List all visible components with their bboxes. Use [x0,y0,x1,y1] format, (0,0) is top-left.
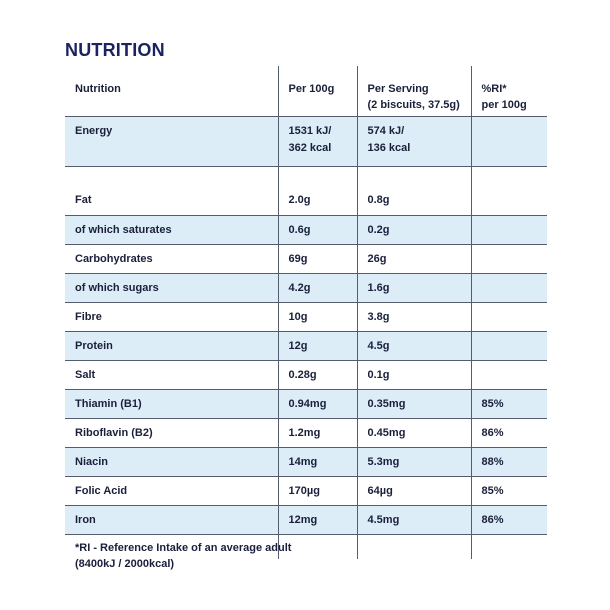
nutrient-per-100g: 12g [277,331,357,360]
table-row: Iron 12mg 4.5mg 86% [65,505,547,534]
nutrient-per-serving: 4.5g [356,331,471,360]
nutrient-per-100g: 12mg [277,505,357,534]
table-header-row: Nutrition Per 100g Per Serving (2 biscui… [65,66,547,116]
header-ri-label: %RI* [481,83,507,95]
footnote: *RI - Reference Intake of an average adu… [75,542,292,570]
nutrient-label: Carbohydrates [75,252,153,265]
nutrient-per-serving: 26g [356,244,471,273]
table-row: Riboflavin (B2) 1.2mg 0.45mg 86% [65,418,547,447]
energy-per-serving-kj: 574 kJ/ [367,124,405,137]
nutrient-ri [470,244,547,273]
nutrient-per-100g: 0.6g [277,215,357,244]
table-row-energy: Energy 1531 kJ/ 362 kcal 574 kJ/ 136 kca… [65,116,547,166]
header-nutrition: Nutrition [75,83,121,95]
nutrient-per-100g: 1.2mg [277,418,357,447]
energy-per-serving-kcal: 136 kcal [367,141,411,154]
nutrient-per-serving: 0.45mg [356,418,471,447]
header-per-serving-note: (2 biscuits, 37.5g) [367,99,460,111]
page-title: NUTRITION [65,40,165,60]
nutrient-ri: 85% [470,389,547,418]
header-ri-note: per 100g [481,99,527,111]
nutrient-label: Fibre [75,310,102,323]
nutrient-per-serving: 3.8g [356,302,471,331]
nutrient-per-serving: 0.35mg [356,389,471,418]
nutrient-ri [470,331,547,360]
energy-per-100g: 1531 kJ/ 362 kcal [277,116,357,166]
nutrient-per-serving: 0.1g [356,360,471,389]
table-row: Fat 2.0g 0.8g [65,186,547,215]
nutrient-ri [470,215,547,244]
nutrient-per-100g: 4.2g [277,273,357,302]
energy-per-100g-kj: 1531 kJ/ [288,124,332,137]
nutrient-ri: 86% [470,505,547,534]
nutrient-per-100g: 0.94mg [277,389,357,418]
energy-per-100g-kcal: 362 kcal [288,141,332,154]
nutrient-label: Fat [75,194,92,206]
nutrient-per-serving: 5.3mg [356,447,471,476]
table-row: of which sugars 4.2g 1.6g [65,273,547,302]
nutrient-label: Salt [75,368,96,381]
header-per-serving-label: Per Serving [367,83,429,95]
nutrient-per-serving: 0.8g [356,186,471,215]
nutrient-ri: 86% [470,418,547,447]
nutrient-label: Protein [65,331,278,360]
nutrient-ri [470,273,547,302]
table-trailing-row [65,534,547,559]
table-row: Folic Acid 170µg 64µg 85% [65,476,547,505]
nutrient-per-100g: 14mg [277,447,357,476]
table-spacer-row [65,166,547,186]
nutrient-label: Niacin [65,447,278,476]
nutrient-per-100g: 0.28g [277,360,357,389]
nutrient-label: Iron [65,505,278,534]
table-row: Thiamin (B1) 0.94mg 0.35mg 85% [65,389,547,418]
nutrient-ri [470,360,547,389]
nutrient-label: Folic Acid [75,484,128,497]
nutrient-per-serving: 64µg [356,476,471,505]
header-per-100g: Per 100g [277,66,357,116]
table-row: Fibre 10g 3.8g [65,302,547,331]
header-ri: %RI* per 100g [470,66,547,116]
energy-ri [470,116,547,166]
nutrient-ri: 85% [470,476,547,505]
header-per-serving: Per Serving (2 biscuits, 37.5g) [356,66,471,116]
nutrient-ri [470,302,547,331]
table-row: Salt 0.28g 0.1g [65,360,547,389]
nutrient-per-serving: 1.6g [356,273,471,302]
table-row: Niacin 14mg 5.3mg 88% [65,447,547,476]
energy-label: Energy [65,116,278,166]
table-row: Carbohydrates 69g 26g [65,244,547,273]
nutrient-per-100g: 10g [277,302,357,331]
nutrient-label: of which saturates [65,215,278,244]
nutrient-per-serving: 0.2g [356,215,471,244]
nutrient-per-100g: 2.0g [277,186,357,215]
nutrient-label: of which sugars [65,273,278,302]
nutrient-ri: 88% [470,447,547,476]
nutrient-per-100g: 69g [277,244,357,273]
nutrient-label: Thiamin (B1) [65,389,278,418]
nutrition-table: Nutrition Per 100g Per Serving (2 biscui… [65,66,547,559]
nutrient-per-100g: 170µg [277,476,357,505]
energy-per-serving: 574 kJ/ 136 kcal [356,116,471,166]
table-row: of which saturates 0.6g 0.2g [65,215,547,244]
table-row: Protein 12g 4.5g [65,331,547,360]
nutrient-ri [470,186,547,215]
nutrient-per-serving: 4.5mg [356,505,471,534]
nutrient-label: Riboflavin (B2) [75,426,153,439]
